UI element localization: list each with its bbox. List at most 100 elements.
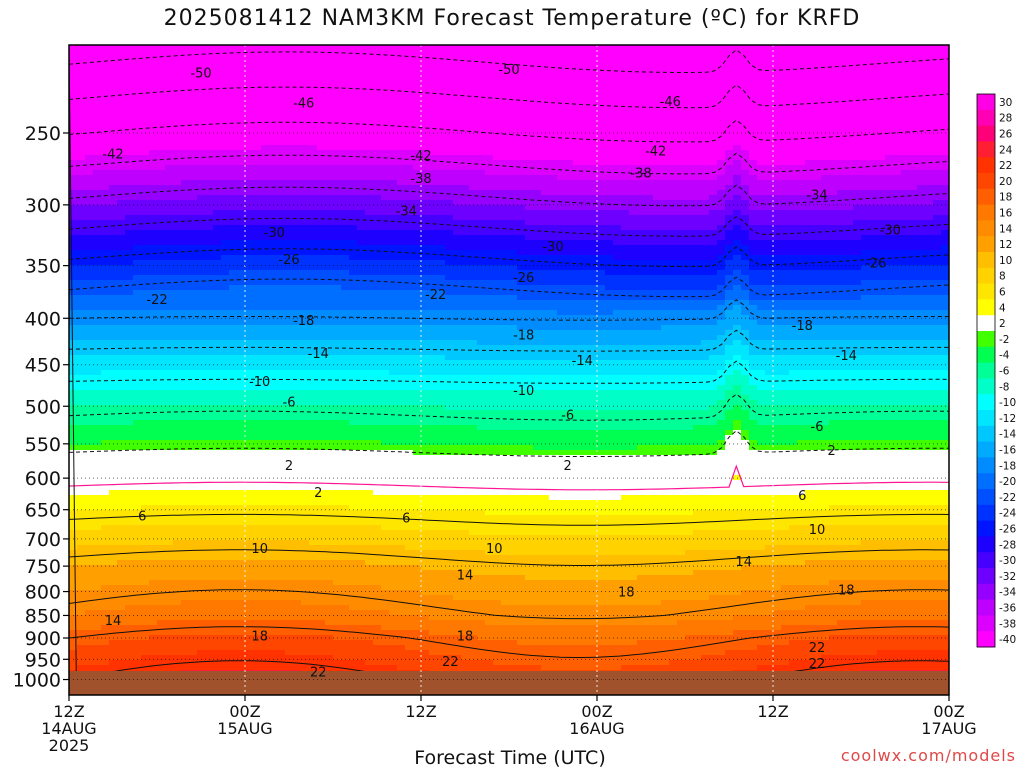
field-cell bbox=[469, 60, 478, 66]
field-cell bbox=[165, 50, 174, 56]
field-cell bbox=[277, 235, 286, 241]
field-cell bbox=[453, 225, 462, 231]
field-cell bbox=[701, 190, 710, 196]
field-cell bbox=[85, 85, 94, 91]
field-cell bbox=[765, 75, 774, 81]
field-cell bbox=[629, 240, 638, 246]
field-cell bbox=[461, 160, 470, 166]
field-cell bbox=[477, 200, 486, 206]
field-cell bbox=[613, 145, 622, 151]
field-cell bbox=[677, 180, 686, 186]
field-cell bbox=[645, 60, 654, 66]
field-cell bbox=[381, 45, 390, 51]
field-cell bbox=[85, 255, 94, 261]
field-cell bbox=[933, 120, 942, 126]
field-cell bbox=[789, 85, 798, 91]
field-cell bbox=[709, 70, 718, 76]
field-cell bbox=[213, 210, 222, 216]
field-cell bbox=[845, 190, 854, 196]
field-cell bbox=[221, 205, 230, 211]
field-cell bbox=[741, 160, 750, 166]
field-cell bbox=[733, 70, 742, 76]
field-cell bbox=[357, 70, 366, 76]
field-cell bbox=[205, 235, 214, 241]
field-cell bbox=[413, 250, 422, 256]
field-cell bbox=[469, 80, 478, 86]
field-cell bbox=[381, 80, 390, 86]
field-cell bbox=[501, 45, 510, 51]
field-cell bbox=[373, 60, 382, 66]
field-cell bbox=[693, 110, 702, 116]
field-cell bbox=[149, 255, 158, 261]
field-cell bbox=[917, 75, 926, 81]
field-cell bbox=[717, 135, 726, 141]
field-cell bbox=[285, 100, 294, 106]
field-cell bbox=[869, 215, 878, 221]
field-cell bbox=[677, 100, 686, 106]
field-cell bbox=[701, 255, 710, 261]
field-cell bbox=[605, 155, 614, 161]
field-cell bbox=[893, 165, 902, 171]
field-cell bbox=[581, 265, 590, 271]
field-cell bbox=[501, 210, 510, 216]
field-cell bbox=[701, 225, 710, 231]
field-cell bbox=[229, 215, 238, 221]
field-cell bbox=[85, 155, 94, 161]
field-cell bbox=[469, 110, 478, 116]
field-cell bbox=[805, 250, 814, 256]
field-cell bbox=[125, 95, 134, 101]
field-cell bbox=[573, 155, 582, 161]
field-cell bbox=[181, 115, 190, 121]
field-cell bbox=[837, 190, 846, 196]
field-cell bbox=[469, 245, 478, 251]
field-cell bbox=[773, 240, 782, 246]
field-cell bbox=[141, 215, 150, 221]
field-cell bbox=[421, 55, 430, 61]
field-cell bbox=[125, 185, 134, 191]
field-cell bbox=[157, 110, 166, 116]
field-cell bbox=[525, 95, 534, 101]
field-cell bbox=[565, 235, 574, 241]
field-cell bbox=[549, 195, 558, 201]
field-cell bbox=[765, 65, 774, 71]
field-cell bbox=[309, 215, 318, 221]
field-cell bbox=[925, 55, 934, 61]
field-cell bbox=[533, 225, 542, 231]
field-cell bbox=[237, 120, 246, 126]
field-cell bbox=[869, 190, 878, 196]
field-cell bbox=[741, 50, 750, 56]
field-cell bbox=[357, 110, 366, 116]
field-cell bbox=[749, 235, 758, 241]
field-cell bbox=[309, 80, 318, 86]
field-cell bbox=[181, 50, 190, 56]
field-cell bbox=[485, 245, 494, 251]
field-cell bbox=[637, 230, 646, 236]
field-cell bbox=[453, 220, 462, 226]
field-cell bbox=[501, 65, 510, 71]
field-cell bbox=[661, 160, 670, 166]
field-cell bbox=[501, 85, 510, 91]
field-cell bbox=[325, 145, 334, 151]
field-cell bbox=[677, 95, 686, 101]
field-cell bbox=[565, 110, 574, 116]
field-cell bbox=[285, 235, 294, 241]
field-cell bbox=[181, 95, 190, 101]
field-cell bbox=[933, 135, 942, 141]
field-cell bbox=[917, 110, 926, 116]
field-cell bbox=[117, 125, 126, 131]
field-cell bbox=[789, 245, 798, 251]
field-cell bbox=[597, 95, 606, 101]
field-cell bbox=[469, 215, 478, 221]
field-cell bbox=[613, 55, 622, 61]
field-cell bbox=[869, 75, 878, 81]
field-cell bbox=[85, 265, 94, 271]
field-cell bbox=[573, 110, 582, 116]
field-cell bbox=[101, 175, 110, 181]
field-cell bbox=[909, 95, 918, 101]
field-cell bbox=[861, 55, 870, 61]
field-cell bbox=[661, 110, 670, 116]
field-cell bbox=[621, 245, 630, 251]
field-cell bbox=[221, 180, 230, 186]
field-cell bbox=[765, 95, 774, 101]
field-cell bbox=[149, 85, 158, 91]
